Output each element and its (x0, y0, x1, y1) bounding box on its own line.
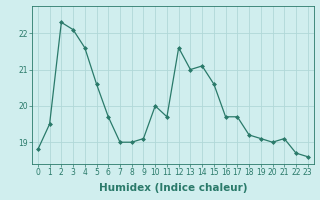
X-axis label: Humidex (Indice chaleur): Humidex (Indice chaleur) (99, 183, 247, 193)
